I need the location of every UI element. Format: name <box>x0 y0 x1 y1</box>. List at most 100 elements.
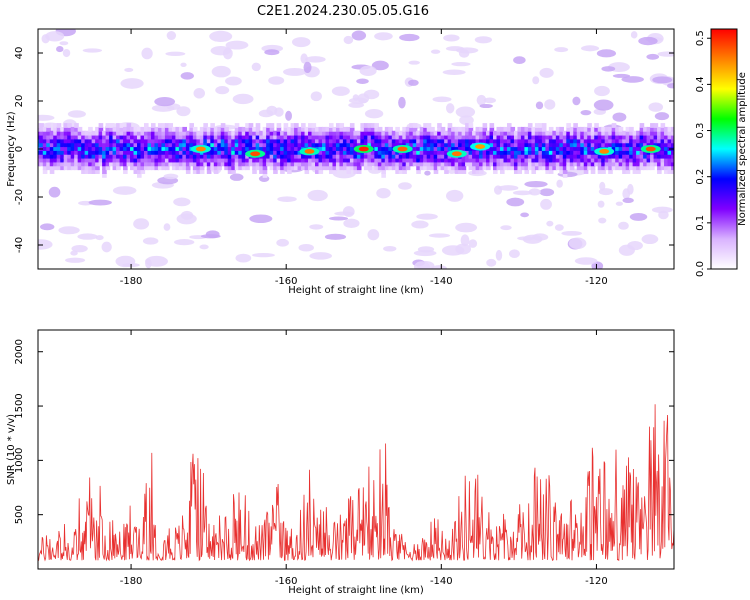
heatmap-cell <box>639 123 645 128</box>
heatmap-noise-cell <box>524 180 548 188</box>
heatmap-cell <box>252 126 257 132</box>
heatmap-noise-cell <box>441 245 465 256</box>
heatmap-cell <box>552 161 557 167</box>
heatmap-cell <box>335 142 341 148</box>
heatmap-cell <box>447 138 453 144</box>
heatmap-cell <box>451 157 456 163</box>
heatmap-cell <box>206 142 212 148</box>
heatmap-cell <box>608 169 613 174</box>
heatmap-cell <box>88 130 93 136</box>
heatmap-cell <box>611 157 617 163</box>
heatmap-cell <box>608 134 613 140</box>
heatmap-noise-cell <box>62 48 71 58</box>
heatmap-cell <box>245 142 250 148</box>
heatmap-cell <box>583 165 589 171</box>
heatmap-cell <box>60 138 65 144</box>
heatmap-cell <box>325 153 331 159</box>
heatmap-cell <box>273 146 278 151</box>
heatmap-cell <box>545 146 550 151</box>
heatmap-cell <box>283 138 289 144</box>
heatmap-cell <box>196 134 201 140</box>
heatmap-cell <box>220 126 226 132</box>
heatmap-cell <box>203 126 208 132</box>
heatmap-cell <box>203 142 208 148</box>
heatmap-cell <box>185 157 191 163</box>
heatmap-cell <box>196 130 201 136</box>
heatmap-cell <box>335 138 341 144</box>
heatmap-cell <box>154 146 160 151</box>
heatmap-cell <box>49 142 55 148</box>
heatmap-cell <box>636 142 641 148</box>
heatmap-cell <box>140 157 146 163</box>
heatmap-noise-cell <box>264 49 280 56</box>
heatmap-cell <box>447 142 453 148</box>
heatmap-cell <box>119 153 125 159</box>
heatmap-cell <box>318 169 324 174</box>
heatmap-cell <box>42 126 48 132</box>
heatmap-cell <box>370 157 376 163</box>
heatmap-cell <box>248 146 254 151</box>
heatmap-cell <box>116 126 121 132</box>
heatmap-cell <box>671 169 674 174</box>
heatmap-cell <box>461 142 467 148</box>
heatmap-cell <box>280 169 285 174</box>
heatmap-cell <box>308 165 313 171</box>
heatmap-cell <box>426 138 432 144</box>
heatmap-cell <box>283 161 289 167</box>
heatmap-cell <box>290 165 296 171</box>
heatmap-cell <box>604 165 610 171</box>
heatmap-cell <box>49 153 55 159</box>
heatmap-noise-cell <box>115 255 136 268</box>
heatmap-cell <box>555 134 561 140</box>
heatmap-cell <box>632 146 638 151</box>
heatmap-cell <box>597 153 603 159</box>
heatmap-cell <box>192 138 198 144</box>
heatmap-cell <box>618 142 624 148</box>
heatmap-noise-cell <box>359 65 377 76</box>
heatmap-cell <box>109 123 114 128</box>
heatmap-noise-cell <box>251 62 261 72</box>
heatmap-cell <box>147 165 153 171</box>
heatmap-cell <box>395 157 400 163</box>
heatmap-cell <box>395 165 400 171</box>
heatmap-cell <box>643 126 648 132</box>
heatmap-cell <box>297 157 303 163</box>
heatmap-cell <box>46 153 51 159</box>
heatmap-cell <box>297 161 303 167</box>
heatmap-cell <box>182 165 187 171</box>
heatmap-cell <box>98 157 104 163</box>
heatmap-cell <box>63 123 69 128</box>
heatmap-cell <box>384 157 390 163</box>
heatmap-noise-cell <box>598 217 607 224</box>
heatmap-cell <box>77 165 83 171</box>
heatmap-cell <box>290 123 296 128</box>
heatmap-cell <box>210 142 215 148</box>
heatmap-cell <box>594 123 599 128</box>
heatmap-cell <box>238 157 243 163</box>
heatmap-cell <box>356 165 362 171</box>
heatmap-cell <box>479 149 484 155</box>
heatmap-cell <box>636 161 641 167</box>
heatmap-cell <box>112 142 118 148</box>
heatmap-cell <box>95 161 100 167</box>
heatmap-cell <box>468 123 474 128</box>
heatmap-cell <box>604 157 610 163</box>
heatmap-cell <box>301 161 306 167</box>
heatmap-cell <box>381 153 386 159</box>
heatmap-cell <box>154 161 160 167</box>
heatmap-cell <box>451 146 456 151</box>
heatmap-cell <box>353 153 359 159</box>
heatmap-cell <box>245 165 250 171</box>
heatmap-cell <box>175 165 181 171</box>
heatmap-cell <box>287 157 292 163</box>
heatmap-cell <box>506 146 512 151</box>
heatmap-cell <box>84 169 90 174</box>
heatmap-cell <box>520 149 526 155</box>
heatmap-cell <box>259 161 264 167</box>
heatmap-cell <box>426 134 432 140</box>
heatmap-cell <box>91 138 97 144</box>
heatmap-cell <box>573 161 578 167</box>
heatmap-cell <box>42 134 48 140</box>
heatmap-cell <box>531 153 537 159</box>
heatmap-cell <box>433 130 439 136</box>
